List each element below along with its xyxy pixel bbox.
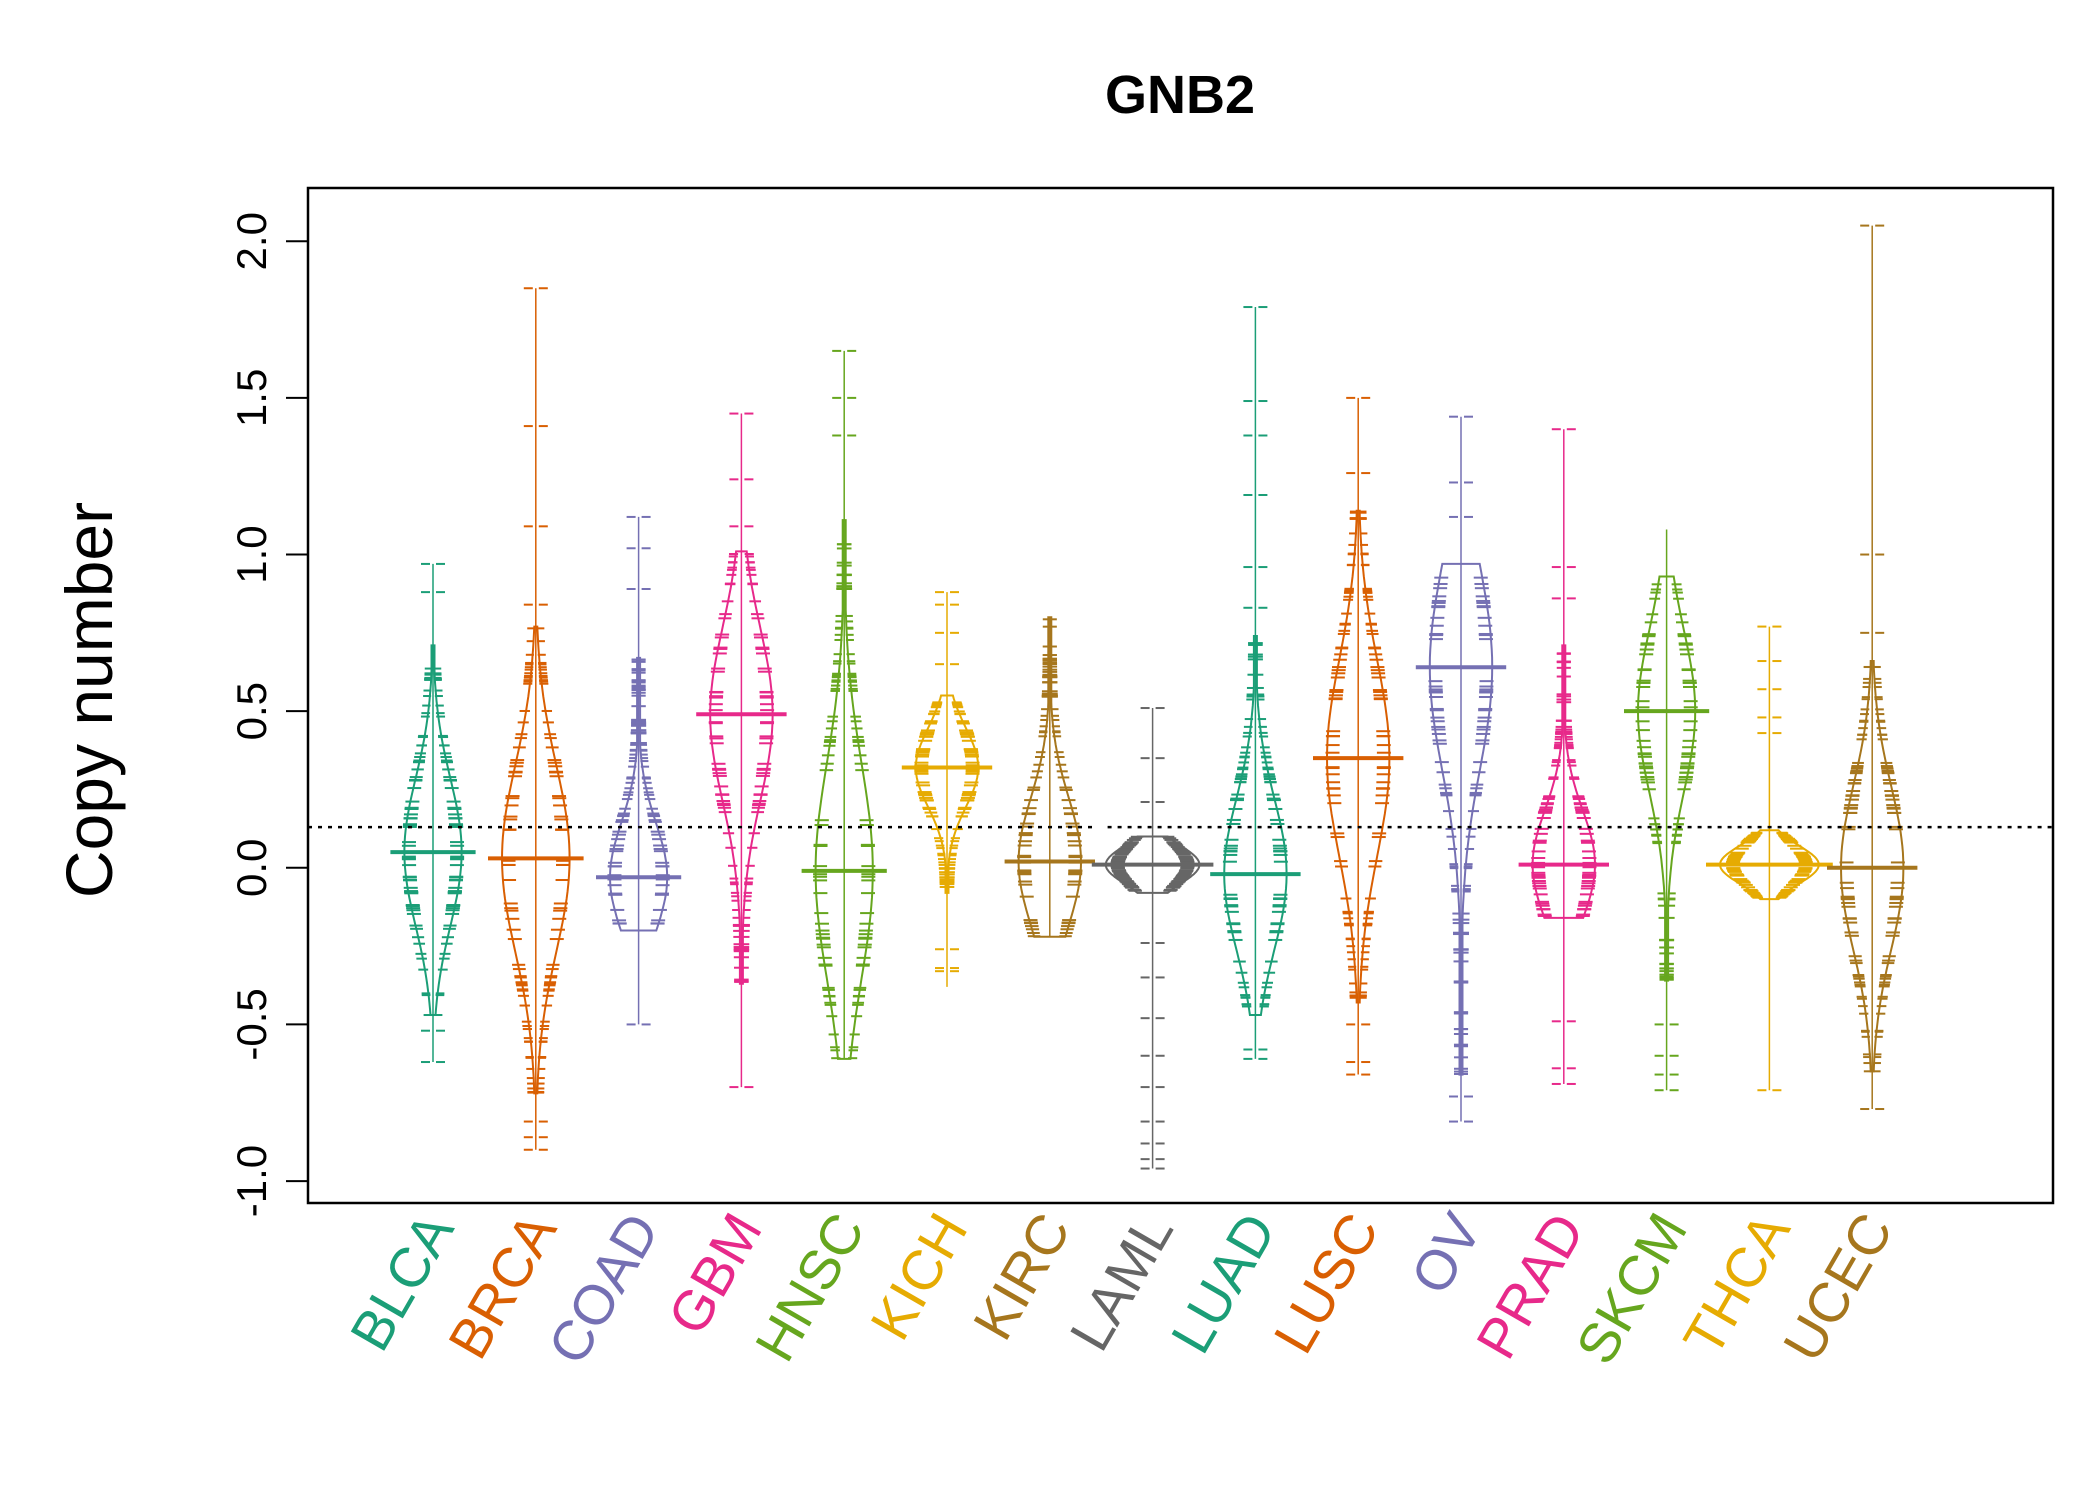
bean-outline	[500, 625, 571, 1095]
beans-layer	[308, 224, 2053, 1170]
bean-ov	[1415, 415, 1507, 1123]
bean-outline	[1718, 829, 1820, 901]
x-tick-label: LUSC	[1261, 1203, 1390, 1364]
bean-ucec	[1827, 224, 1918, 1111]
bean-outline	[709, 550, 774, 985]
y-axis-label: Copy number	[52, 502, 126, 898]
y-tick-label: 2.0	[228, 212, 275, 270]
bean-blca	[390, 562, 476, 1064]
bean-skcm	[1624, 529, 1710, 1092]
y-tick-label: 1.0	[228, 525, 275, 583]
bean-thca	[1706, 625, 1833, 1092]
y-tick-label: 0.5	[228, 682, 275, 740]
bean-kirc	[1004, 616, 1095, 938]
x-tick-label: KICH	[858, 1203, 979, 1350]
bean-coad	[596, 515, 682, 1026]
chart-title: GNB2	[1105, 65, 1255, 125]
bean-outline	[1428, 562, 1494, 1076]
bean-outline	[1223, 635, 1288, 1016]
bean-brca	[488, 287, 584, 1151]
bean-lusc	[1313, 396, 1404, 1076]
plot-area-border	[306, 186, 2055, 1205]
y-tick-label: -1.0	[228, 1145, 275, 1217]
y-axis: -1.0 -0.5 0.0 0.5 1.0 1.5 2.0	[228, 212, 309, 1217]
bean-gbm	[696, 412, 787, 1089]
bean-outline	[1531, 644, 1597, 919]
bean-prad	[1518, 428, 1609, 1085]
bean-hnsc	[801, 349, 887, 1060]
bean-outline	[403, 644, 463, 1016]
bean-outline	[608, 656, 669, 932]
y-tick-label: 1.5	[228, 369, 275, 427]
bean-kich	[901, 591, 993, 987]
x-tick-label: OV	[1398, 1202, 1493, 1304]
y-tick-label: -0.5	[228, 988, 275, 1060]
y-tick-label: 0.0	[228, 839, 275, 897]
bean-luad	[1210, 306, 1301, 1060]
x-tick-label: LUAD	[1159, 1203, 1288, 1364]
bean-laml	[1091, 707, 1214, 1170]
